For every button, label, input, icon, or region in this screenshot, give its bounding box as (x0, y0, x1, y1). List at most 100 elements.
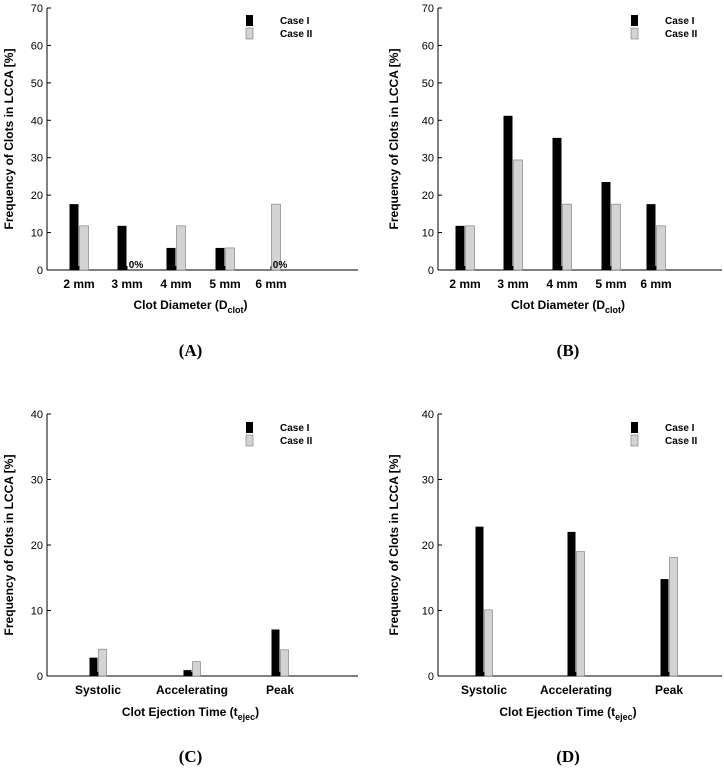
legend-label: Case I (280, 423, 310, 434)
y-tick-label: 10 (422, 606, 434, 618)
legend-label: Case II (665, 436, 697, 447)
x-tick-label: 2 mm (63, 277, 94, 291)
bar-case-ii-4-mm (562, 203, 572, 271)
bar-case-ii-4-mm (176, 225, 186, 271)
bar-case-ii-3-mm (513, 159, 523, 271)
panel-label: (B) (557, 341, 580, 360)
bar-case-i-5-mm (601, 182, 611, 270)
bar-case-ii-6-mm (271, 203, 281, 271)
legend-swatch-case-ii (630, 27, 639, 40)
legend: Case I Case II (245, 15, 312, 40)
legend: Case I Case II (245, 422, 312, 447)
bar-case-ii-6-mm (656, 225, 666, 271)
y-tick-label: 50 (31, 78, 43, 90)
x-tick-label: 5 mm (209, 277, 240, 291)
x-axis-title: Clot Ejection Time (tejec) (122, 705, 259, 722)
y-tick-label: 30 (31, 153, 43, 165)
y-tick-label: 30 (422, 475, 434, 487)
chart-panel-d: 0 10 20 30 40 Systolic Accelerating Peak Frequen… (387, 409, 722, 766)
y-axis-title: Frequency of Clots in LCCA [%] (2, 455, 16, 636)
legend-label: Case I (280, 16, 310, 27)
zero-percent-annotation: 0% (129, 260, 144, 271)
x-axis-title: Clot Diameter (Dclot) (133, 298, 247, 315)
bar-case-i-3-mm (503, 115, 513, 271)
bar-case-i-4-mm (166, 247, 176, 270)
bar-case-i-2-mm (455, 225, 465, 270)
y-tick-label: 10 (31, 228, 43, 240)
chart-panel-b: 0 10 20 30 40 50 60 70 2 mm 3 mm 4 mm 5 mm 6 mm Frequ… (387, 3, 722, 360)
bar-case-i-accelerating (183, 670, 192, 676)
bar-case-i-peak (271, 629, 280, 676)
x-tick-label: Accelerating (540, 683, 612, 697)
bar-case-i-systolic (475, 526, 484, 676)
legend-swatch-case-i (246, 422, 253, 433)
y-tick-label: 70 (422, 3, 434, 15)
bar-case-i-peak (660, 579, 669, 676)
x-tick-label: 5 mm (595, 277, 626, 291)
panel-label: (A) (179, 341, 203, 360)
bar-case-i-3-mm (117, 225, 127, 270)
legend-label: Case I (665, 16, 695, 27)
y-tick-label: 20 (422, 540, 434, 552)
x-tick-label: 4 mm (546, 277, 577, 291)
x-tick-label: Peak (655, 683, 683, 697)
y-tick-label: 20 (31, 190, 43, 202)
y-tick-label: 40 (31, 115, 43, 127)
y-axis-title: Frequency of Clots in LCCA [%] (387, 455, 401, 636)
y-tick-label: 20 (31, 540, 43, 552)
legend-label: Case I (665, 423, 695, 434)
legend-swatch-case-i (631, 15, 638, 26)
bar-case-ii-peak (280, 649, 289, 677)
y-tick-label: 0 (428, 671, 434, 683)
legend-swatch-case-ii (245, 434, 254, 447)
y-tick-label: 60 (31, 40, 43, 52)
bar-case-ii-5-mm (611, 203, 621, 271)
y-tick-label: 60 (422, 40, 434, 52)
chart-panel-a: 0 10 20 30 40 50 60 70 2 mm 3 mm 4 mm 5 mm 6 mm 0% 0% F… (2, 3, 358, 360)
x-tick-label: 6 mm (640, 277, 671, 291)
bar-case-i-4-mm (552, 137, 562, 270)
y-tick-label: 70 (31, 3, 43, 15)
x-tick-label: 3 mm (497, 277, 528, 291)
y-tick-label: 30 (422, 153, 434, 165)
bar-case-ii-systolic (484, 609, 493, 677)
bar-case-ii-peak (669, 557, 678, 677)
x-tick-label: 3 mm (111, 277, 142, 291)
y-tick-label: 20 (422, 190, 434, 202)
bar-case-i-6-mm (646, 204, 656, 270)
y-tick-label: 50 (422, 78, 434, 90)
legend: Case I Case II (630, 15, 697, 40)
y-tick-label: 40 (422, 409, 434, 421)
x-tick-label: Systolic (75, 683, 121, 697)
bar-case-i-accelerating (567, 531, 576, 676)
bar-case-ii-accelerating (576, 551, 585, 677)
y-tick-label: 40 (422, 115, 434, 127)
x-tick-label: Systolic (461, 683, 507, 697)
bar-case-ii-accelerating (192, 661, 201, 677)
y-tick-label: 0 (37, 265, 43, 277)
x-tick-label: Peak (266, 683, 294, 697)
zero-percent-annotation: 0% (273, 260, 288, 271)
y-tick-label: 10 (422, 228, 434, 240)
y-axis-title: Frequency of Clots in LCCA [%] (387, 49, 401, 230)
bar-case-i-2-mm (69, 204, 79, 270)
bar-case-ii-2-mm (465, 225, 475, 271)
x-axis-title: Clot Ejection Time (tejec) (499, 705, 636, 722)
bar-case-ii-systolic (98, 648, 107, 677)
panel-label: (C) (179, 747, 203, 766)
x-tick-label: 2 mm (449, 277, 480, 291)
legend: Case I Case II (630, 422, 697, 447)
bar-case-i-5-mm (215, 247, 225, 270)
chart-panel-c: 0 10 20 30 40 Systolic Accelerating Peak Frequen… (2, 409, 358, 766)
y-tick-label: 0 (428, 265, 434, 277)
x-tick-label: 4 mm (160, 277, 191, 291)
panel-label: (D) (556, 747, 580, 766)
legend-swatch-case-i (631, 422, 638, 433)
x-tick-label: Accelerating (156, 683, 228, 697)
legend-label: Case II (665, 29, 697, 40)
legend-swatch-case-ii (630, 434, 639, 447)
bar-case-i-systolic (89, 657, 98, 676)
legend-label: Case II (280, 29, 312, 40)
bar-case-ii-5-mm (225, 247, 235, 271)
